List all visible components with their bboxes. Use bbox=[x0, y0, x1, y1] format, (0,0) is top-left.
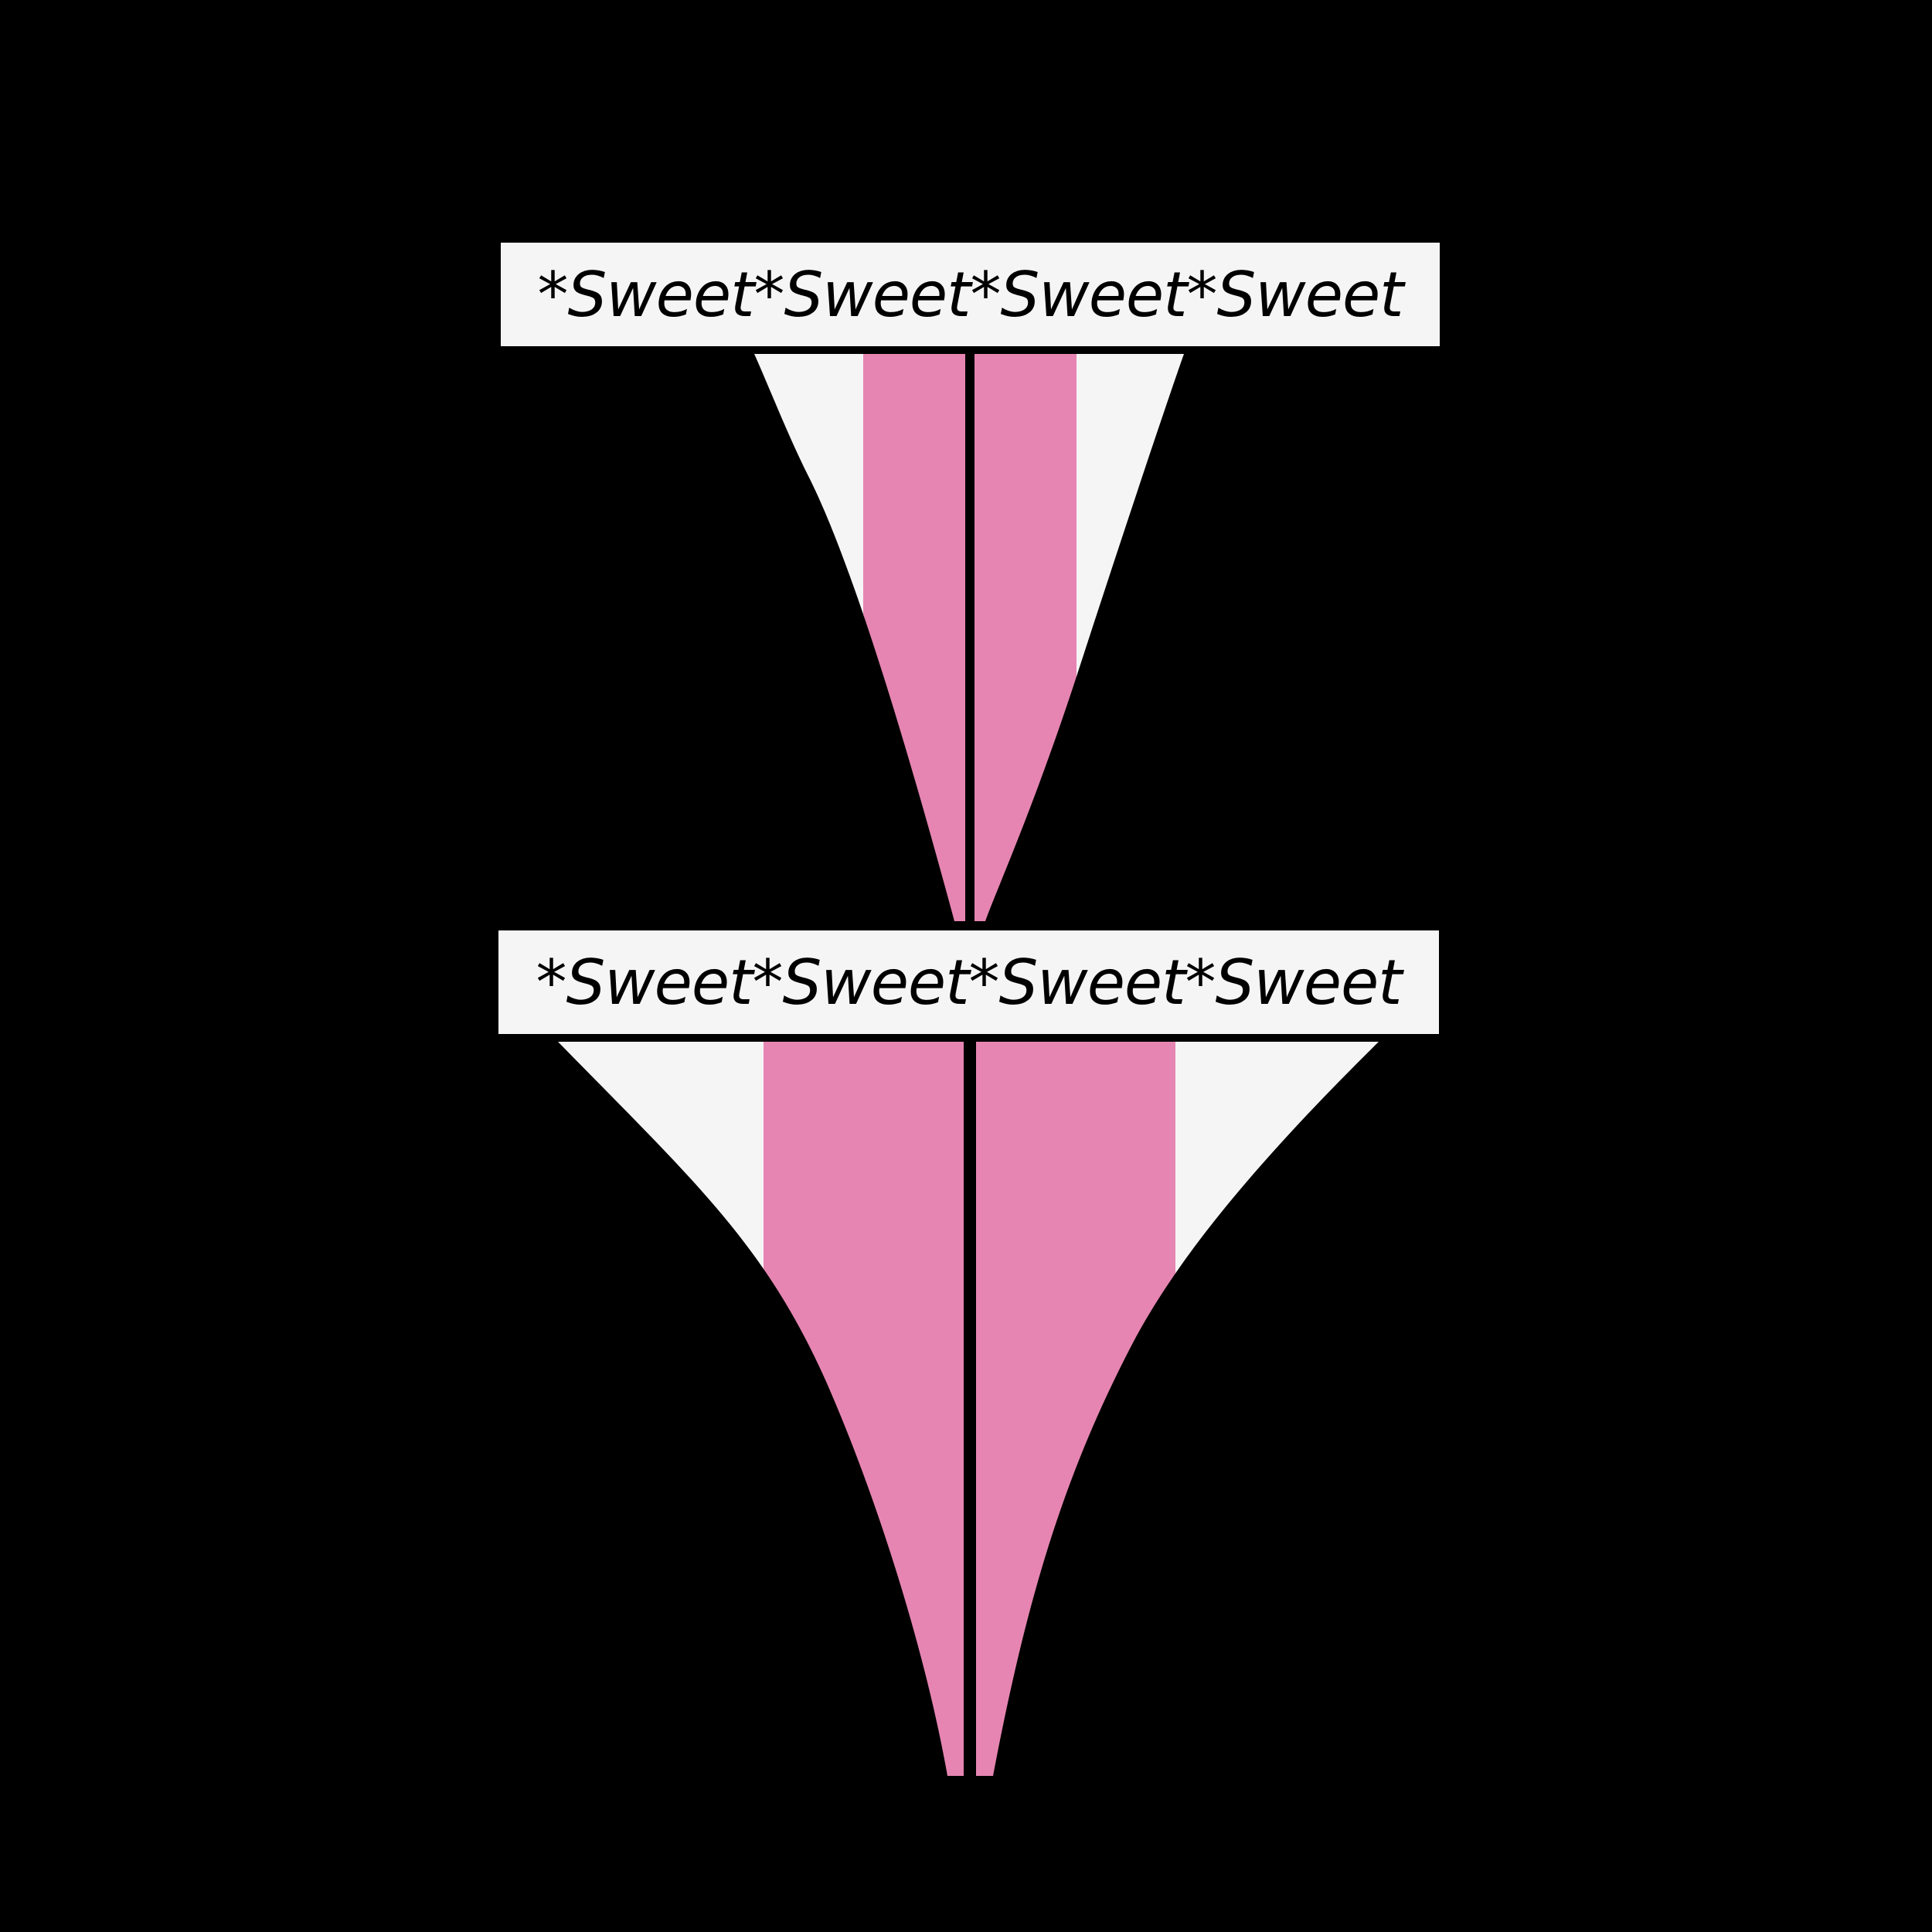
bottom-right-pink-stripe bbox=[976, 1042, 1176, 1776]
top-right-white-stripe bbox=[1077, 354, 1184, 921]
bottom-waistband-text: *Sweet*Sweet*Sweet*Sweet bbox=[536, 946, 1402, 1019]
top-piece-right-panel bbox=[975, 354, 1184, 921]
bottom-piece-left-panel bbox=[558, 1042, 964, 1776]
top-right-pink-stripe bbox=[975, 354, 1077, 921]
top-waistband-text: *Sweet*Sweet*Sweet*Sweet bbox=[537, 258, 1403, 331]
bottom-left-white-stripe bbox=[558, 1042, 764, 1776]
top-piece-left-panel bbox=[754, 354, 965, 921]
bottom-right-white-stripe bbox=[1175, 1042, 1379, 1776]
top-left-pink-stripe bbox=[863, 354, 965, 921]
bottom-waistband-label: *Sweet*Sweet*Sweet*Sweet bbox=[498, 930, 1439, 1034]
top-waistband-label: *Sweet*Sweet*Sweet*Sweet bbox=[501, 243, 1440, 346]
bottom-left-pink-stripe bbox=[764, 1042, 964, 1776]
bottom-piece-right-panel bbox=[976, 1042, 1379, 1776]
top-left-white-stripe bbox=[754, 354, 864, 921]
